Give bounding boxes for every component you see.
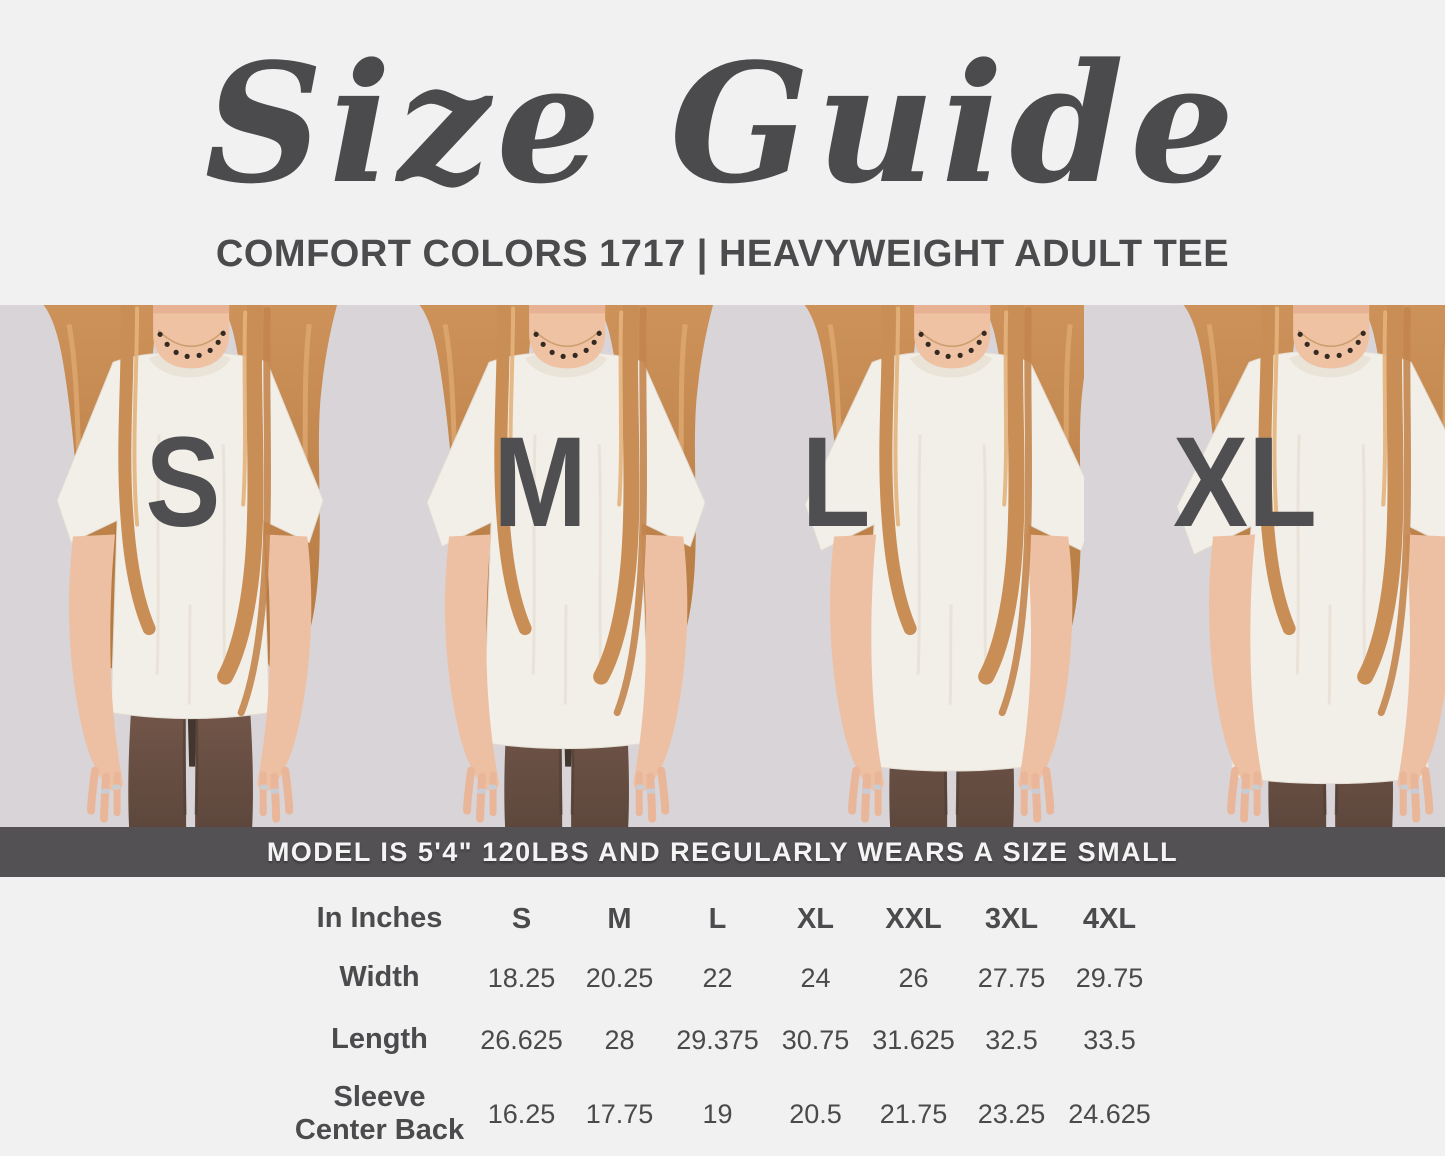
table-cell: 31.625 bbox=[872, 1024, 955, 1055]
model-info-banner: MODEL IS 5'4" 120LBS AND REGULARLY WEARS… bbox=[0, 827, 1445, 877]
col-header-xl: XL bbox=[796, 902, 835, 935]
table-cell: 24 bbox=[800, 962, 831, 993]
table-cell: 26.625 bbox=[480, 1024, 563, 1055]
table-row-sleeve-center-back: Sleeve Center Back 16.25 17.75 19 20.5 2… bbox=[287, 1071, 1159, 1156]
table-cell: 16.25 bbox=[487, 1098, 556, 1129]
table-cell: 32.5 bbox=[985, 1024, 1038, 1055]
col-header-l: L bbox=[708, 902, 727, 935]
table-cell: 23.25 bbox=[977, 1098, 1046, 1129]
product-subtitle: COMFORT COLORS 1717 | HEAVYWEIGHT ADULT … bbox=[215, 233, 1230, 275]
table-row-width: Width 18.25 20.25 22 24 26 27.75 29.75 bbox=[287, 947, 1159, 1009]
table-row-length: Length 26.625 28 29.375 30.75 31.625 32.… bbox=[287, 1009, 1159, 1071]
col-header-3xl: 3XL bbox=[984, 902, 1039, 935]
size-table-section: In Inches S M L XL XXL 3XL 4XL Width 18.… bbox=[0, 877, 1445, 1156]
row-label: Length bbox=[331, 1023, 428, 1056]
table-cell: 29.375 bbox=[676, 1024, 759, 1055]
table-cell: 19 bbox=[702, 1098, 733, 1129]
size-letter-overlay: XL bbox=[1172, 411, 1317, 554]
table-cell: 30.75 bbox=[781, 1024, 850, 1055]
table-cell: 29.75 bbox=[1075, 962, 1144, 993]
table-cell: 18.25 bbox=[487, 962, 556, 993]
table-cell: 24.625 bbox=[1068, 1098, 1151, 1129]
model-info-text: MODEL IS 5'4" 120LBS AND REGULARLY WEARS… bbox=[266, 836, 1179, 867]
size-table-header-row: In Inches S M L XL XXL 3XL 4XL bbox=[287, 891, 1159, 947]
table-cell: 20.5 bbox=[789, 1098, 842, 1129]
size-photo-panel-xl: XL bbox=[1083, 305, 1445, 827]
table-cell: 26 bbox=[898, 962, 929, 993]
model-photo-illustration bbox=[361, 305, 723, 827]
model-photo-strip: S M bbox=[0, 305, 1445, 827]
table-cell: 28 bbox=[604, 1024, 635, 1055]
table-cell: 33.5 bbox=[1083, 1024, 1136, 1055]
table-cell: 22 bbox=[702, 962, 733, 993]
col-header-xxl: XXL bbox=[885, 902, 942, 935]
model-photo-illustration bbox=[722, 305, 1084, 827]
page-title: Size Guide bbox=[204, 27, 1241, 220]
size-photo-panel-l: L bbox=[722, 305, 1084, 827]
size-letter-overlay: M bbox=[493, 411, 588, 554]
table-cell: 27.75 bbox=[977, 962, 1046, 993]
size-letter-overlay: L bbox=[801, 411, 870, 554]
row-label: Width bbox=[339, 961, 420, 994]
col-header-m: M bbox=[607, 902, 632, 935]
model-photo-illustration bbox=[0, 305, 362, 827]
table-cell: 17.75 bbox=[585, 1098, 654, 1129]
size-photo-panel-s: S bbox=[0, 305, 362, 827]
size-photo-panel-m: M bbox=[361, 305, 723, 827]
table-cell: 21.75 bbox=[879, 1098, 948, 1129]
size-letter-overlay: S bbox=[145, 411, 221, 554]
model-photo-illustration bbox=[1083, 305, 1445, 827]
col-header-s: S bbox=[511, 902, 532, 935]
col-header-4xl: 4XL bbox=[1082, 902, 1137, 935]
unit-label: In Inches bbox=[316, 902, 443, 935]
row-label: Sleeve Center Back bbox=[294, 1080, 465, 1146]
header: Size Guide COMFORT COLORS 1717 | HEAVYWE… bbox=[0, 0, 1445, 305]
table-cell: 20.25 bbox=[585, 962, 654, 993]
